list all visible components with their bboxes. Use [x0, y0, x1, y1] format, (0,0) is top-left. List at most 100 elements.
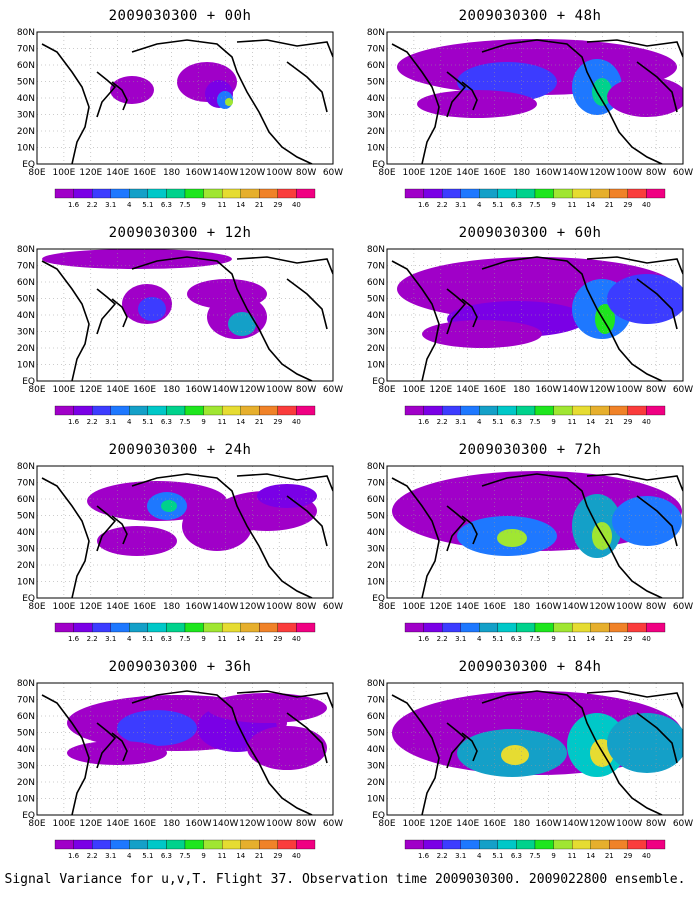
longitude-label: 100E: [402, 385, 425, 395]
latitude-label: 50N: [17, 295, 35, 305]
colorbar-swatch: [479, 405, 499, 416]
latitude-label: 50N: [367, 295, 385, 305]
colorbar-swatch: [73, 188, 93, 199]
colorbar-swatch: [609, 188, 629, 199]
longitude-label: 140W: [212, 385, 238, 395]
colorbar-label: 5.1: [492, 418, 503, 426]
colorbar-label: 11: [568, 201, 577, 209]
panel-title: 2009030300 + 00h: [108, 8, 252, 24]
variance-contour: [417, 90, 537, 118]
colorbar-label: 2.2: [87, 418, 98, 426]
colorbar-swatch: [73, 839, 93, 850]
latitude-label: 20N: [367, 127, 385, 137]
longitude-label: 140W: [212, 819, 238, 829]
latitude-label: 30N: [17, 328, 35, 338]
panel-title: 2009030300 + 84h: [458, 659, 602, 675]
colorbar-swatch: [91, 622, 111, 633]
colorbar-swatch: [571, 188, 591, 199]
longitude-label: 100W: [616, 385, 642, 395]
latitude-label: 80N: [367, 679, 385, 689]
colorbar-label: 5.1: [142, 635, 153, 643]
latitude-label: 60N: [17, 61, 35, 71]
colorbar-label: 1.6: [418, 635, 430, 643]
colorbar-label: 7.5: [179, 201, 190, 209]
colorbar-swatch: [516, 405, 536, 416]
colorbar-label: 5.1: [142, 418, 153, 426]
colorbar-label: 2.2: [87, 852, 98, 860]
colorbar-swatch: [441, 188, 461, 199]
colorbar-swatch: [166, 622, 186, 633]
latitude-label: 40N: [17, 745, 35, 755]
coastlines: [41, 473, 333, 598]
latitude-label: 40N: [17, 311, 35, 321]
colorbar-label: 9: [201, 635, 205, 643]
colorbar-swatch: [479, 839, 499, 850]
colorbar-swatch: [460, 839, 480, 850]
longitude-label: 80E: [28, 385, 45, 395]
colorbar-label: 9: [551, 418, 555, 426]
variance-contour: [187, 279, 267, 309]
variance-shading: [392, 471, 682, 558]
colorbar-label: 29: [273, 418, 282, 426]
colorbar-label: 29: [623, 635, 632, 643]
colorbar-swatch: [571, 839, 591, 850]
colorbar-swatch: [460, 405, 480, 416]
colorbar-label: 4: [477, 635, 482, 643]
variance-contour: [612, 496, 682, 546]
longitude-label: 100W: [266, 602, 292, 612]
colorbar-swatch: [259, 405, 279, 416]
longitude-label: 160E: [483, 602, 506, 612]
variance-contour: [207, 693, 327, 723]
colorbar-label: 2.2: [437, 635, 448, 643]
variance-contour: [607, 77, 683, 117]
latitude-label: 50N: [367, 729, 385, 739]
latitude-label: 60N: [367, 61, 385, 71]
panel-title: 2009030300 + 48h: [458, 8, 602, 24]
variance-shading: [110, 62, 237, 109]
colorbar-swatch: [590, 839, 610, 850]
colorbar-label: 9: [201, 852, 205, 860]
longitude-label: 80W: [296, 602, 316, 612]
colorbar-swatch: [296, 188, 316, 199]
longitude-label: 80W: [296, 168, 316, 178]
latitude-label: 80N: [17, 245, 35, 255]
forecast-panel-12h: 2009030300 + 12h 80N 70N 60N 50N 40N 30N 20N 10…: [15, 225, 345, 435]
longitude-label: 120E: [429, 385, 452, 395]
colorbar: 1.6 2.2 3.1 4 5.1 6.3 7.5 9 11 14 21 29 40: [54, 188, 316, 209]
longitude-label: 100W: [616, 602, 642, 612]
colorbar-label: 3.1: [105, 201, 116, 209]
longitude-label: 160E: [133, 168, 156, 178]
colorbar-swatch: [110, 188, 130, 199]
colorbar-swatch: [147, 839, 167, 850]
gridlines: [37, 249, 333, 381]
longitude-label: 60W: [673, 385, 693, 395]
colorbar-swatch: [147, 405, 167, 416]
colorbar-swatch: [221, 405, 241, 416]
panel-title: 2009030300 + 24h: [108, 442, 252, 458]
colorbar-swatch: [497, 839, 517, 850]
colorbar-swatch: [590, 405, 610, 416]
variance-contour: [97, 526, 177, 556]
latitude-label: 20N: [17, 778, 35, 788]
latitude-label: 40N: [17, 528, 35, 538]
colorbar-label: 11: [218, 201, 227, 209]
colorbar-label: 6.3: [511, 852, 522, 860]
colorbar: 1.6 2.2 3.1 4 5.1 6.3 7.5 9 11 14 21 29 40: [404, 622, 666, 643]
colorbar-swatch: [129, 622, 149, 633]
longitude-label: 100E: [52, 168, 75, 178]
latitude-label: 10N: [17, 795, 35, 805]
colorbar-swatch: [166, 188, 186, 199]
colorbar-swatch: [54, 622, 74, 633]
latitude-label: EQ: [22, 160, 35, 170]
colorbar-swatch: [166, 405, 186, 416]
latitude-label: 60N: [367, 712, 385, 722]
colorbar-label: 14: [586, 635, 595, 643]
variance-contour: [607, 274, 683, 324]
colorbar-swatch: [203, 839, 223, 850]
longitude-label: 100W: [266, 168, 292, 178]
colorbar-swatch: [54, 405, 74, 416]
latitude-label: 30N: [17, 762, 35, 772]
colorbar-label: 40: [642, 201, 651, 209]
colorbar: 1.6 2.2 3.1 4 5.1 6.3 7.5 9 11 14 21 29 40: [54, 622, 316, 643]
